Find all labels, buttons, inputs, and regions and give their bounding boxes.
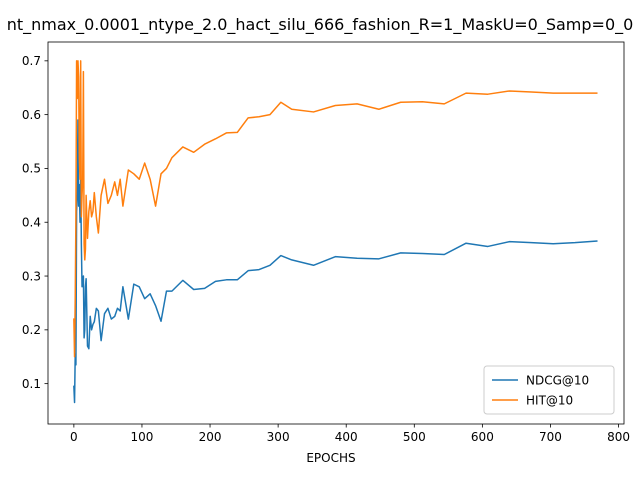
x-tick-label: 500 — [403, 430, 426, 444]
legend-label: HIT@10 — [526, 393, 573, 407]
x-tick-label: 300 — [267, 430, 290, 444]
y-tick-label: 0.5 — [22, 162, 41, 176]
x-tick-label: 0 — [70, 430, 78, 444]
axes-frame — [47, 41, 625, 425]
plot-area — [47, 41, 625, 425]
y-axis: 0.1 0.2 0.3 0.4 0.5 0.6 0.7 — [22, 54, 48, 391]
x-axis-label: EPOCHS — [306, 451, 355, 465]
x-tick-label: 100 — [131, 430, 154, 444]
series-line-ndcg-10 — [73, 119, 598, 404]
y-tick-label: 0.4 — [22, 216, 41, 230]
x-tick-label: 700 — [539, 430, 562, 444]
y-tick-label: 0.1 — [22, 377, 41, 391]
x-tick-label: 400 — [335, 430, 358, 444]
x-axis: 0 100 200 300 400 500 600 700 800 — [70, 424, 630, 444]
x-tick-label: 200 — [199, 430, 222, 444]
y-tick-label: 0.2 — [22, 323, 41, 337]
series-line-hit-10 — [73, 60, 598, 358]
chart-title: nt_nmax_0.0001_ntype_2.0_hact_silu_666_f… — [7, 15, 634, 35]
legend-label: NDCG@10 — [526, 373, 589, 387]
x-tick-label: 800 — [607, 430, 630, 444]
legend: NDCG@10 HIT@10 — [483, 365, 615, 415]
legend-box — [483, 365, 615, 415]
x-tick-label: 600 — [471, 430, 494, 444]
y-tick-label: 0.7 — [22, 54, 41, 68]
y-tick-label: 0.3 — [22, 269, 41, 283]
y-tick-label: 0.6 — [22, 108, 41, 122]
